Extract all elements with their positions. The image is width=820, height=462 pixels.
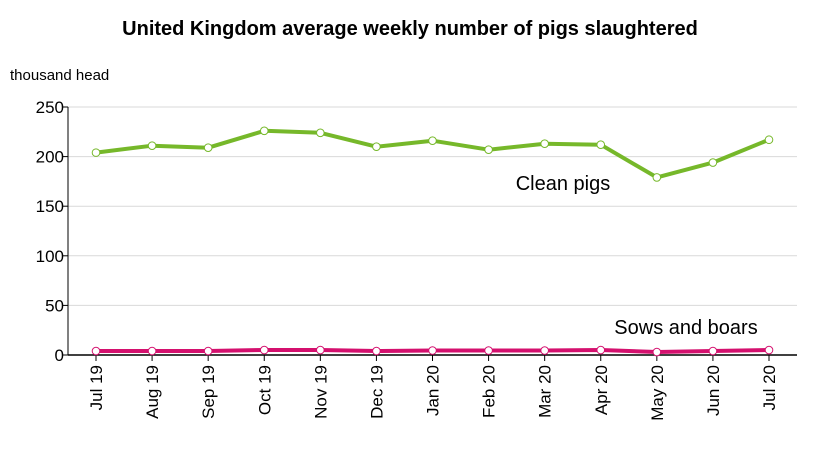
x-tick-label: Jul 19 (87, 365, 106, 410)
data-point (708, 346, 718, 356)
y-axis-unit-label: thousand head (10, 67, 109, 84)
x-tick-label: Apr 20 (592, 365, 611, 415)
data-point (259, 126, 269, 136)
series-label: Sows and boars (614, 317, 757, 339)
x-tick-label: May 20 (648, 365, 667, 421)
data-point (316, 128, 325, 138)
data-point (652, 347, 662, 357)
y-tick-label: 250 (36, 98, 64, 117)
x-axis: Jul 19 Aug 19 Sep 19 Oct 19 Nov 19 Dec 19 Jan … (68, 354, 797, 421)
y-tick-label: 200 (36, 148, 64, 167)
series-group (91, 126, 774, 357)
x-tick-label: Jan 20 (424, 365, 443, 416)
data-point (203, 346, 213, 356)
data-point (259, 345, 269, 355)
data-point (316, 345, 325, 355)
x-tick-label: Oct 19 (255, 365, 274, 415)
y-tick-label: 50 (45, 296, 64, 315)
data-point (147, 346, 157, 356)
data-point (540, 139, 549, 149)
x-tick-label: Jul 20 (760, 365, 779, 410)
data-point (596, 140, 606, 149)
data-point (91, 148, 101, 157)
x-tick-label: Dec 19 (367, 365, 386, 419)
chart-title: United Kingdom average weekly number of … (122, 18, 698, 40)
data-point (147, 141, 157, 150)
data-point (428, 346, 437, 355)
data-point (764, 135, 774, 145)
x-tick-label: Nov 19 (311, 365, 330, 419)
series-label: Clean pigs (516, 173, 611, 195)
data-point (764, 345, 774, 355)
series-labels: Clean pigs Sows and boars (516, 173, 758, 339)
data-point (484, 346, 493, 355)
data-point (91, 346, 101, 356)
x-tick-label: Mar 20 (536, 365, 555, 418)
data-point (203, 143, 213, 152)
y-tick-label: 150 (36, 197, 64, 216)
data-point (372, 346, 381, 356)
data-point (652, 173, 662, 182)
data-point (596, 345, 606, 355)
x-tick-label: Sep 19 (199, 365, 218, 419)
y-tick-label: 0 (55, 346, 64, 365)
x-tick-label: Jun 20 (704, 365, 723, 416)
data-point (540, 346, 549, 355)
data-point (484, 145, 493, 154)
grid-lines (68, 106, 797, 306)
data-point (708, 158, 718, 167)
x-tick-label: Aug 19 (143, 365, 162, 419)
y-tick-label: 100 (36, 247, 64, 266)
data-point (372, 142, 381, 151)
y-axis: 0 50 100 150 200 250 (36, 98, 69, 365)
x-tick-label: Feb 20 (480, 365, 499, 418)
data-point (428, 136, 437, 146)
